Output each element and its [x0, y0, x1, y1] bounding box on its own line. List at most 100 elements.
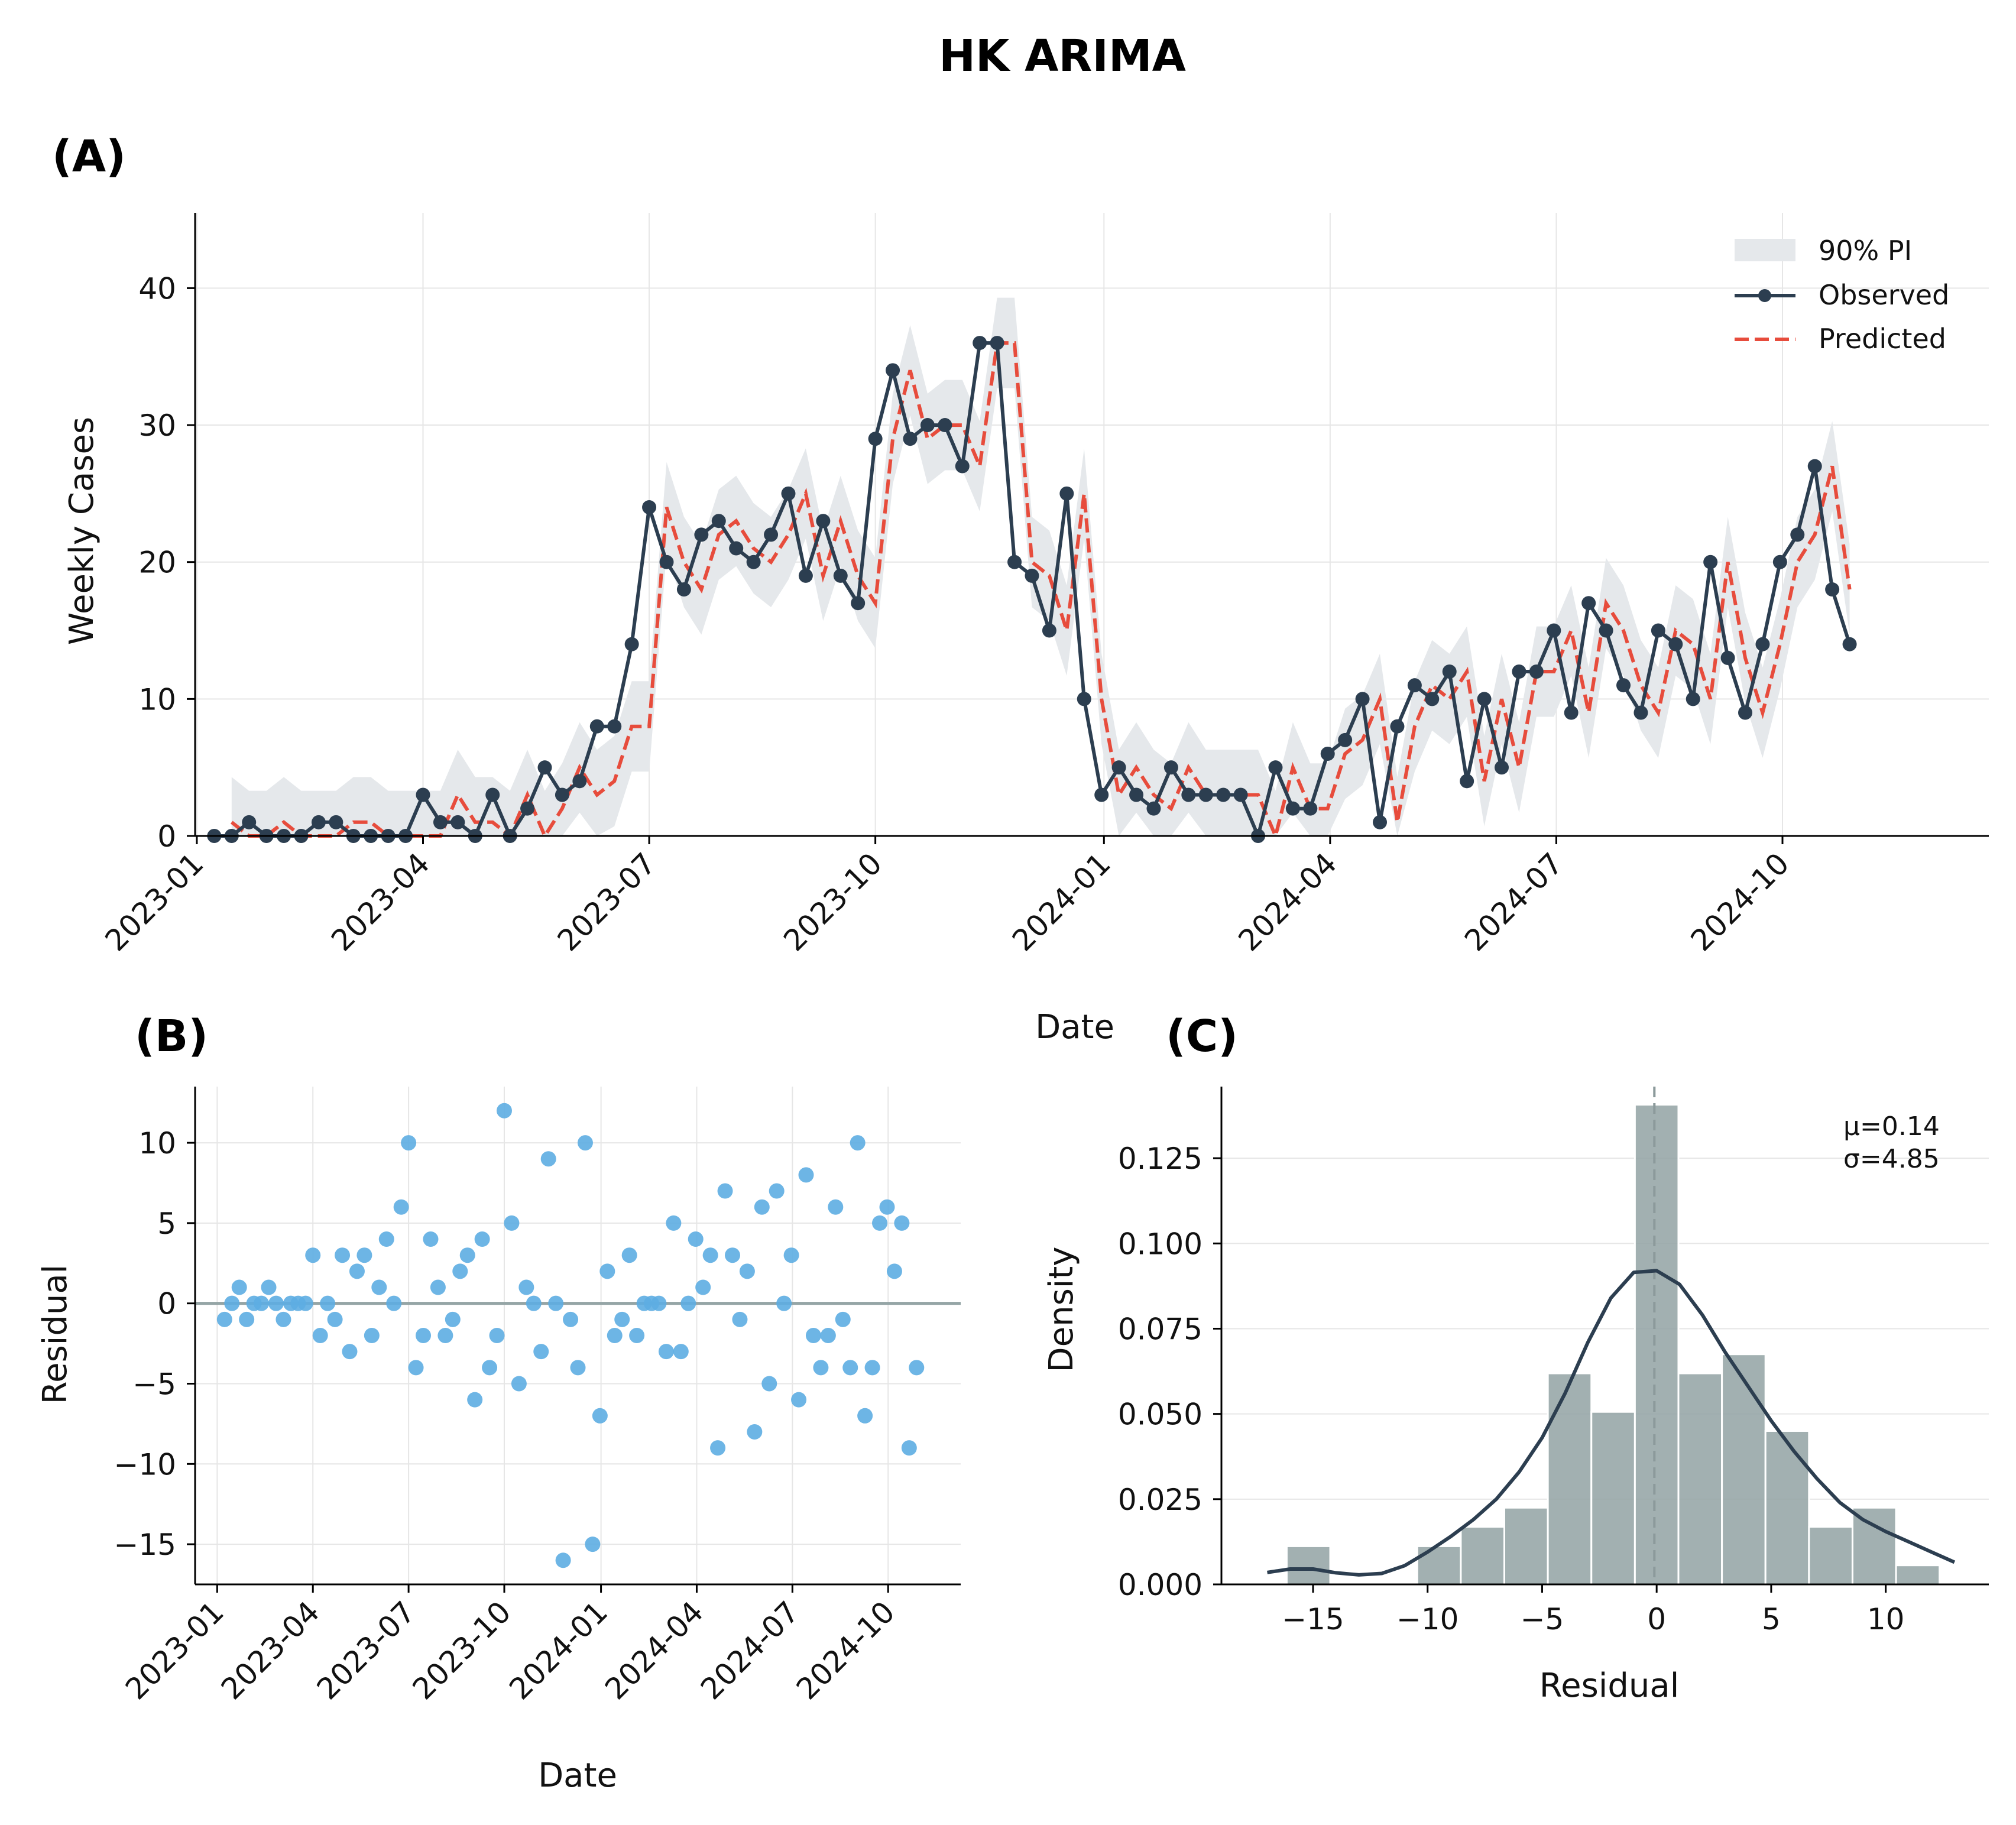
panel-b-residual-point — [732, 1311, 748, 1327]
panel-a-observed-point — [1442, 664, 1457, 679]
panel-b-residual-point — [872, 1215, 888, 1231]
panel-a-observed-point — [555, 787, 569, 802]
panel-a-ytick-label: 0 — [157, 819, 176, 854]
panel-b-residual-point — [231, 1279, 247, 1295]
panel-b-residual-point — [268, 1295, 284, 1311]
panel-b-residual-point — [378, 1231, 394, 1247]
panel-b-residual-point — [437, 1328, 453, 1343]
panel-b-residual-point — [828, 1199, 844, 1215]
panel-a-observed-point — [1842, 637, 1857, 651]
panel-c-histogram-bar — [1416, 1545, 1462, 1586]
panel-b-residual-point — [364, 1328, 380, 1343]
panel-c-histogram-bar — [1808, 1526, 1853, 1586]
panel-a-observed-point — [1825, 582, 1840, 597]
panel-a-observed-point — [520, 801, 535, 816]
panel-a-observed-point — [1059, 486, 1074, 501]
panel-a-observed-point — [938, 418, 952, 433]
panel-a-observed-point — [711, 514, 726, 529]
legend-swatch-pi — [1735, 239, 1795, 261]
panel-a-observed-point — [955, 459, 970, 474]
legend-label-observed: Observed — [1819, 279, 1949, 311]
panel-b-residual-point — [452, 1263, 468, 1279]
panel-b-residual-point — [886, 1263, 902, 1279]
panel-a-observed-point — [1529, 664, 1544, 679]
panel-c-xtick-label: −10 — [1396, 1602, 1459, 1636]
panel-a-observed-point — [1181, 787, 1196, 802]
panel-c-histogram-bar — [1460, 1526, 1506, 1586]
panel-a-ytick-label: 30 — [138, 409, 176, 443]
panel-c-residual-distribution: (C) 0.000 0.025 0.050 0.075 0.100 0.125 −15 −10… — [1042, 1011, 1989, 1705]
panel-b-residual-point — [621, 1247, 637, 1263]
panel-a-observed-point — [607, 719, 622, 734]
panel-c-histogram-bar — [1590, 1411, 1636, 1586]
panel-b-residual-point — [710, 1440, 726, 1456]
panel-c-label: (C) — [1166, 1011, 1238, 1062]
panel-a-observed-point — [798, 568, 813, 583]
panel-c-xtick-label: −15 — [1282, 1602, 1344, 1636]
panel-b-residual-point — [511, 1376, 527, 1392]
panel-a-observed-point — [1668, 637, 1683, 651]
panel-c-ytick-label: 0.125 — [1118, 1142, 1203, 1176]
panel-b-residual-point — [577, 1135, 593, 1151]
panel-a-xlabel: Date — [1035, 1008, 1114, 1046]
panel-b-residual-point — [673, 1344, 689, 1360]
panel-a-observed-point — [1390, 719, 1405, 734]
panel-a-observed-point — [764, 527, 779, 542]
panel-a-observed-point — [1720, 650, 1735, 665]
panel-b-residual-point — [533, 1344, 549, 1360]
panel-a-observed-point — [1007, 555, 1022, 569]
panel-a-observed-point — [1755, 637, 1770, 651]
panel-b-ytick-label: 0 — [157, 1287, 176, 1321]
panel-a-observed-point — [1303, 801, 1318, 816]
panel-b-residual-point — [459, 1247, 475, 1263]
panel-a-observed-point — [1233, 787, 1248, 802]
panel-a-observed-point — [1163, 760, 1178, 775]
panel-a-ylabel: Weekly Cases — [63, 417, 101, 645]
panel-a-observed-point — [781, 486, 796, 501]
panel-a-observed-point — [1042, 623, 1056, 638]
panel-a-observed-point — [1146, 801, 1161, 816]
legend-label-predicted: Predicted — [1819, 323, 1946, 355]
panel-b-residual-point — [297, 1295, 313, 1311]
panel-b-residual-point — [474, 1231, 490, 1247]
panel-a-observed-point — [1129, 787, 1144, 802]
panel-b-residual-point — [629, 1328, 645, 1343]
panel-c-xlabel: Residual — [1539, 1667, 1680, 1705]
panel-b-residual-point — [901, 1440, 917, 1456]
panel-b-label: (B) — [135, 1011, 208, 1062]
panel-b-residual-point — [320, 1295, 336, 1311]
panel-b-residual-point — [820, 1328, 836, 1343]
panel-b-residual-point — [563, 1311, 579, 1327]
panel-a-observed-point — [1790, 527, 1805, 542]
panel-c-ytick-label: 0.100 — [1118, 1227, 1203, 1261]
panel-b-residual-point — [327, 1311, 343, 1327]
panel-a-observed-point — [886, 363, 900, 378]
panel-b-residual-point — [769, 1183, 785, 1199]
panel-b-residual-point — [356, 1247, 372, 1263]
panel-a-observed-point — [1407, 678, 1422, 693]
panel-a-observed-point — [833, 568, 848, 583]
panel-b-residual-point — [842, 1360, 858, 1376]
panel-a-observed-point — [1460, 774, 1474, 789]
panel-b-residual-point — [239, 1311, 255, 1327]
panel-b-residual-points — [216, 1103, 925, 1568]
panel-a-observed-point — [920, 418, 935, 433]
panel-a-predicted-series — [230, 341, 1852, 842]
panel-b-residual-point — [702, 1247, 718, 1263]
panel-a-observed-point — [1564, 705, 1579, 720]
panel-a-observed-point — [311, 815, 326, 829]
panel-c-annotation-sigma: σ=4.85 — [1843, 1144, 1940, 1174]
panel-a-observed-point — [572, 774, 587, 789]
panel-b-residual-point — [850, 1135, 866, 1151]
panel-b-residual-point — [835, 1311, 851, 1327]
panel-c-annotation-mean: μ=0.14 — [1843, 1111, 1940, 1142]
panel-a-observed-point — [1651, 623, 1665, 638]
panel-b-residual-point — [504, 1215, 520, 1231]
panel-b-ytick-label: −15 — [114, 1528, 176, 1562]
panel-a-observed-point — [1599, 623, 1613, 638]
panel-b-residual-point — [555, 1552, 571, 1568]
panel-b-residual-point — [680, 1295, 696, 1311]
panel-b-residual-point — [894, 1215, 910, 1231]
panel-b-residual-point — [879, 1199, 895, 1215]
panel-b-residual-point — [776, 1295, 792, 1311]
